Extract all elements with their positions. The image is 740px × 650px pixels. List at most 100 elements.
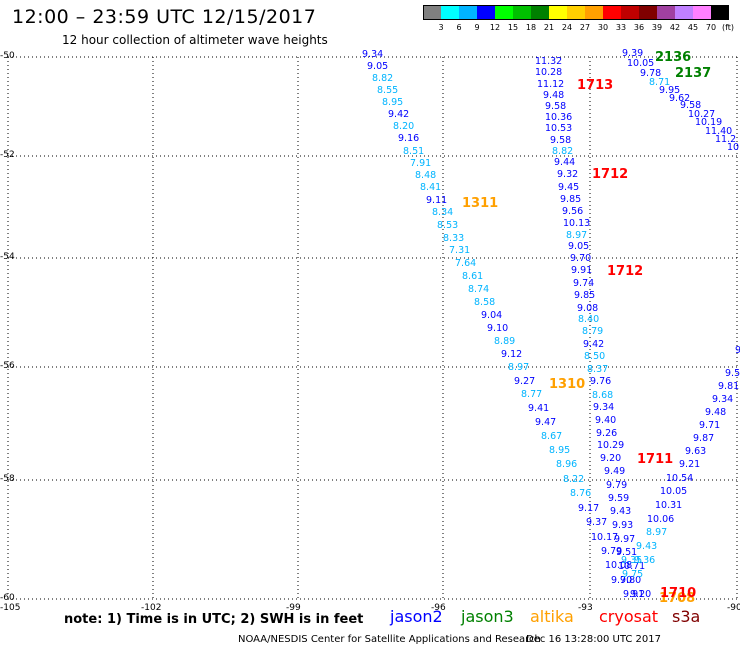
swh-value-label: 9.76 — [590, 376, 611, 387]
swh-value-label: 10.53 — [545, 123, 572, 134]
swh-value-label: 8.53 — [437, 220, 458, 231]
colorbar-tick-label: 18 — [525, 23, 537, 32]
swh-value-label: 9.20 — [600, 453, 621, 464]
swh-value-label: 10.31 — [655, 500, 682, 511]
swh-value-label: 9.85 — [574, 290, 595, 301]
swh-value-label: 10.28 — [535, 67, 562, 78]
longitude-label: -102 — [141, 603, 162, 613]
swh-value-label: 9.58 — [550, 135, 571, 146]
swh-value-label: 9.85 — [560, 194, 581, 205]
swh-value-label: 10.36 — [545, 112, 572, 123]
swh-value-label: 9.49 — [604, 466, 625, 477]
satellite-cryosat: cryosat — [599, 607, 659, 626]
swh-value-label: 10 — [727, 142, 739, 153]
swh-value-label: 10.17 — [591, 532, 618, 543]
colorbar-unit: (ft) — [721, 23, 735, 32]
swh-value-label: 9.37 — [586, 517, 607, 528]
colorbar-swatch — [531, 5, 549, 20]
colorbar-tick-label: 3 — [438, 23, 444, 32]
swh-value-label: 9.34 — [712, 394, 733, 405]
swh-value-label: 9.35 — [621, 555, 642, 566]
swh-value-label: 8.96 — [556, 459, 577, 470]
swh-value-label: 10.05 — [627, 58, 654, 69]
longitude-label: -105 — [0, 603, 21, 613]
track-number-label: 1712 — [592, 167, 628, 182]
colorbar-tick-label: 15 — [507, 23, 519, 32]
colorbar-tick-label: 70 — [705, 23, 717, 32]
swh-value-label: 11.32 — [535, 56, 562, 67]
colorbar-swatch — [675, 5, 693, 20]
swh-value-label: 9.59 — [608, 493, 629, 504]
swh-value-label: 8.67 — [541, 431, 562, 442]
swh-value-label: 9.74 — [573, 278, 594, 289]
swh-value-label: 8.68 — [592, 390, 613, 401]
swh-value-label: 9.11 — [426, 195, 447, 206]
swh-value-label: 10.27 — [688, 109, 715, 120]
colorbar-tick-label: 30 — [597, 23, 609, 32]
swh-value-label: 9.58 — [680, 100, 701, 111]
colorbar-tick-label: 6 — [456, 23, 462, 32]
page-title: 12:00 – 23:59 UTC 12/15/2017 — [12, 6, 317, 28]
swh-value-label: 9.26 — [596, 428, 617, 439]
swh-value-label: 9.40 — [595, 415, 616, 426]
swh-value-label: 8.40 — [578, 314, 599, 325]
colorbar-tick-label: 36 — [633, 23, 645, 32]
swh-value-label: 8.22 — [563, 474, 584, 485]
satellite-jason3: jason3 — [461, 607, 514, 626]
swh-value-label: 9.42 — [388, 109, 409, 120]
swh-value-label: 8.82 — [372, 73, 393, 84]
swh-value-label: 10.29 — [597, 440, 624, 451]
swh-value-label: 9.56 — [562, 206, 583, 217]
latitude-label: -58 — [0, 474, 15, 484]
swh-value-label: 8.97 — [566, 230, 587, 241]
track-number-label: 2136 — [655, 50, 691, 65]
swh-value-label: 8.95 — [382, 97, 403, 108]
satellite-altika: altika — [530, 607, 574, 626]
page-subtitle: 12 hour collection of altimeter wave hei… — [62, 33, 328, 47]
swh-value-label: 8.97 — [508, 362, 529, 373]
swh-value-label: 9.32 — [557, 169, 578, 180]
swh-value-label: 10.06 — [647, 514, 674, 525]
track-number-label: 1708 — [659, 591, 695, 606]
swh-value-label: 9.16 — [398, 133, 419, 144]
swh-value-label: 9.58 — [545, 101, 566, 112]
swh-value-label: 9.34 — [593, 402, 614, 413]
colorbar-swatch — [423, 5, 441, 20]
swh-value-label: 9.97 — [614, 534, 635, 545]
swh-value-label: 8.37 — [587, 364, 608, 375]
track-number-label: 1710 — [660, 586, 696, 601]
swh-value-label: 8.61 — [462, 271, 483, 282]
swh-value-label: 9.71 — [699, 420, 720, 431]
swh-value-label: 9.91 — [571, 265, 592, 276]
swh-value-label: 9.36 — [634, 555, 655, 566]
swh-value-label: 8.79 — [582, 326, 603, 337]
swh-value-label: 9.42 — [583, 339, 604, 350]
swh-value-label: 8.20 — [393, 121, 414, 132]
swh-value-label: 10.05 — [660, 486, 687, 497]
colorbar-tick-label: 24 — [561, 23, 573, 32]
swh-value-label: 7.31 — [449, 245, 470, 256]
swh-value-label: 9.70 — [570, 253, 591, 264]
track-number-label: 1713 — [577, 78, 613, 93]
swh-value-label: 9.81 — [718, 381, 739, 392]
swh-value-label: 9.17 — [578, 503, 599, 514]
latitude-label: -50 — [0, 51, 15, 61]
swh-value-label: 8.41 — [420, 182, 441, 193]
swh-value-label: 8.76 — [570, 488, 591, 499]
swh-value-label: 9.34 — [362, 49, 383, 60]
latitude-label: -60 — [0, 593, 15, 603]
colorbar-swatch — [621, 5, 639, 20]
colorbar-swatch — [639, 5, 657, 20]
colorbar-swatch — [693, 5, 711, 20]
swh-value-label: 9.04 — [481, 310, 502, 321]
swh-value-label: 8.74 — [468, 284, 489, 295]
longitude-label: -90 — [727, 603, 740, 613]
legend-note: note: 1) Time is in UTC; 2) SWH is in fe… — [64, 612, 364, 627]
swh-value-label: 9.5 — [725, 368, 740, 379]
colorbar-swatch — [549, 5, 567, 20]
swh-value-label: 9.39 — [622, 48, 643, 59]
colorbar-tick-label: 45 — [687, 23, 699, 32]
colorbar-tick-label: 42 — [669, 23, 681, 32]
swh-value-label: 9 — [735, 345, 740, 356]
